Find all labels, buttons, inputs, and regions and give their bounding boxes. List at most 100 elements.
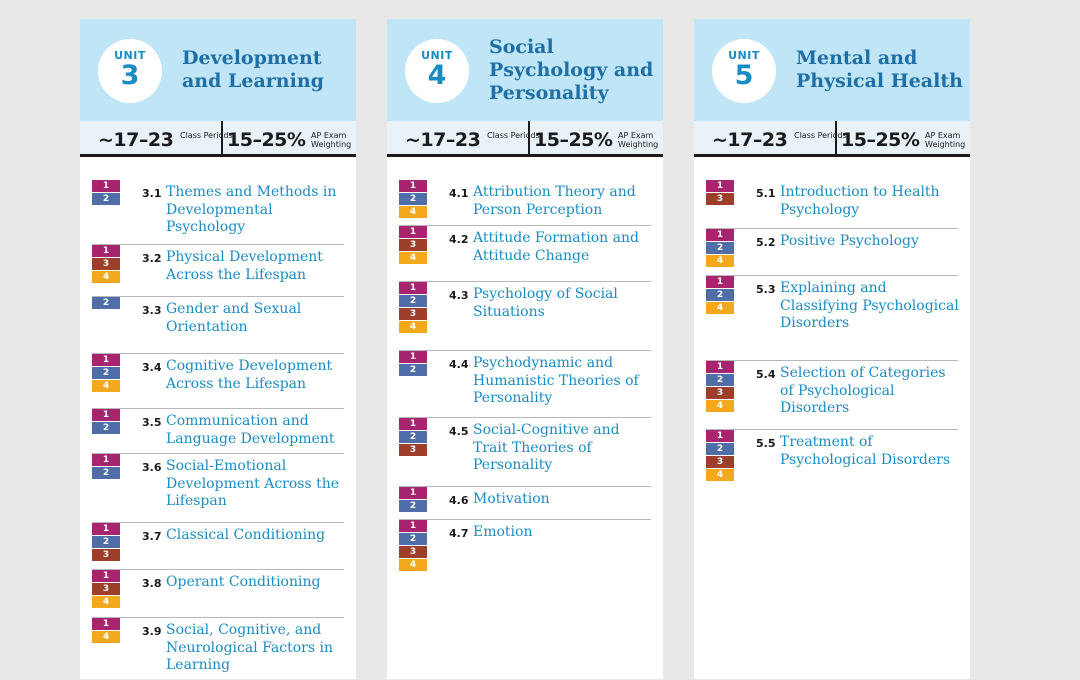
topic-link[interactable]: Treatment of Psychological Disorders xyxy=(780,434,951,468)
topic-number: 5.5 xyxy=(756,437,776,450)
exam-weighting-value: 15–25% xyxy=(227,129,306,151)
skill-tag-1: 1 xyxy=(92,409,120,421)
topic-link[interactable]: Attribution Theory and Person Perception xyxy=(473,184,636,218)
skill-tag-4: 4 xyxy=(92,380,120,392)
skill-tag-1: 1 xyxy=(92,245,120,257)
topic-link[interactable]: Cognitive Development Across the Lifespa… xyxy=(166,358,333,392)
class-periods-value: ~17–23 xyxy=(405,129,481,151)
skill-tag-1: 1 xyxy=(399,418,427,430)
skill-tag-4: 4 xyxy=(706,469,734,481)
topic-number: 5.4 xyxy=(756,368,776,381)
skill-tag-4: 4 xyxy=(399,252,427,264)
topic-link[interactable]: Communication and Language Development xyxy=(166,413,335,447)
unit-label: UNIT xyxy=(728,49,760,62)
topic-link[interactable]: Themes and Methods in Developmental Psyc… xyxy=(166,184,337,235)
topic-number: 5.3 xyxy=(756,283,776,296)
topic-number: 4.6 xyxy=(449,494,469,507)
skill-tag-1: 1 xyxy=(706,430,734,442)
stats-divider xyxy=(835,121,837,154)
topic-link[interactable]: Motivation xyxy=(473,491,550,507)
class-periods-caption: Class Periods xyxy=(487,131,540,140)
unit-number: 4 xyxy=(427,60,447,91)
unit-label: UNIT xyxy=(114,49,146,62)
topic-link[interactable]: Positive Psychology xyxy=(780,233,919,249)
unit-title: Mental and Physical Health xyxy=(796,47,963,92)
topic-number: 4.2 xyxy=(449,233,469,246)
skill-tag-3: 3 xyxy=(92,549,120,561)
skill-tag-3: 3 xyxy=(399,308,427,320)
topic-number: 4.4 xyxy=(449,358,469,371)
skill-tags: 2 xyxy=(92,297,120,310)
topic-link[interactable]: Explaining and Classifying Psychological… xyxy=(780,280,959,331)
topic-link[interactable]: Operant Conditioning xyxy=(166,574,321,590)
skill-tag-4: 4 xyxy=(92,271,120,283)
topic-number: 3.6 xyxy=(142,461,162,474)
topic-number: 3.2 xyxy=(142,252,162,265)
skill-tag-1: 1 xyxy=(92,354,120,366)
skill-tag-1: 1 xyxy=(399,180,427,192)
topic-link[interactable]: Classical Conditioning xyxy=(166,527,326,543)
skill-tag-2: 2 xyxy=(92,467,120,479)
skill-tag-1: 1 xyxy=(92,618,120,630)
class-periods-caption: Class Periods xyxy=(794,131,847,140)
skill-tag-1: 1 xyxy=(399,520,427,532)
topic-number: 3.9 xyxy=(142,625,162,638)
unit-header: UNIT 5 Mental and Physical Health xyxy=(694,19,970,121)
topic-link[interactable]: Selection of Categories of Psychological… xyxy=(780,365,946,416)
stats-divider xyxy=(221,121,223,154)
topic-link[interactable]: Social-Cognitive and Trait Theories of P… xyxy=(473,422,620,473)
unit-title: Social Psychology and Personality xyxy=(489,35,654,104)
skill-tag-1: 1 xyxy=(706,276,734,288)
topic-number: 3.1 xyxy=(142,187,162,200)
topic-link[interactable]: Social, Cognitive, and Neurological Fact… xyxy=(166,622,333,673)
topic-row: 2 3.3 Gender and Sexual Orientation xyxy=(92,296,344,353)
topic-link[interactable]: Gender and Sexual Orientation xyxy=(166,301,302,335)
skill-tag-2: 2 xyxy=(92,367,120,379)
unit-number: 3 xyxy=(120,60,140,91)
unit-header: UNIT 4 Social Psychology and Personality xyxy=(387,19,663,121)
unit-badge: UNIT 3 xyxy=(98,39,162,103)
topic-link[interactable]: Psychology of Social Situations xyxy=(473,286,618,320)
topic-link[interactable]: Attitude Formation and Attitude Change xyxy=(473,230,639,264)
exam-weighting-caption: AP Exam Weighting xyxy=(925,131,966,149)
topic-link[interactable]: Social-Emotional Development Across the … xyxy=(166,458,340,509)
skill-tag-1: 1 xyxy=(399,351,427,363)
topic-number: 4.1 xyxy=(449,187,469,200)
topic-number: 5.2 xyxy=(756,236,776,249)
skill-tag-1: 1 xyxy=(706,361,734,373)
skill-tag-3: 3 xyxy=(92,583,120,595)
topic-link[interactable]: Emotion xyxy=(473,524,533,540)
skill-tag-4: 4 xyxy=(399,206,427,218)
topic-link[interactable]: Psychodynamic and Humanistic Theories of… xyxy=(473,355,639,406)
topic-link[interactable]: Physical Development Across the Lifespan xyxy=(166,249,323,283)
skill-tag-2: 2 xyxy=(399,500,427,512)
topic-link[interactable]: Introduction to Health Psychology xyxy=(780,184,940,218)
unit-header: UNIT 3 Development and Learning xyxy=(80,19,356,121)
skill-tag-4: 4 xyxy=(399,321,427,333)
